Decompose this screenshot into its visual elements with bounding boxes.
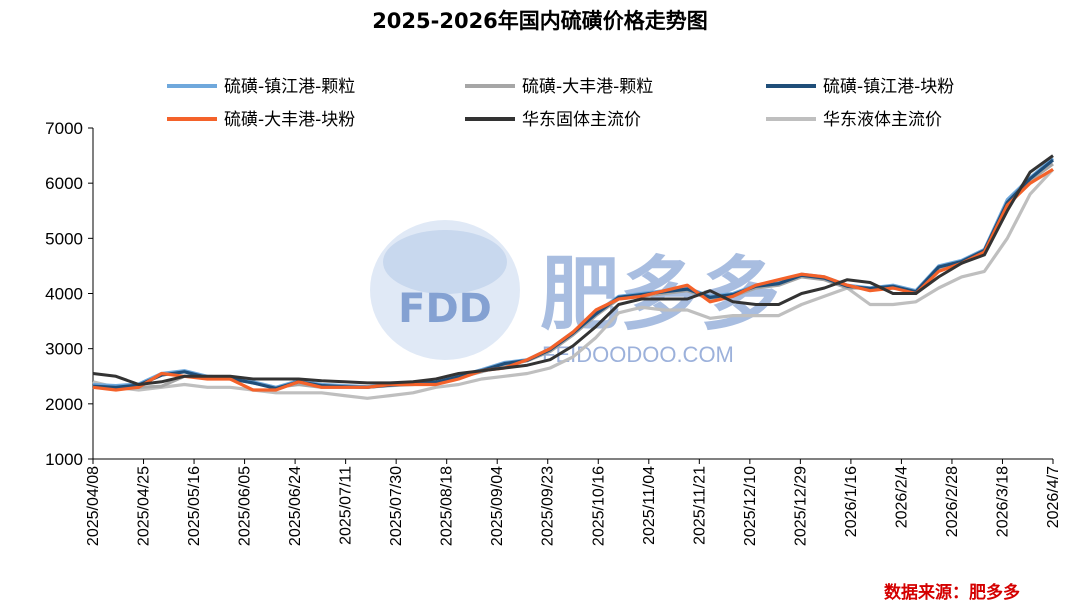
y-tick-label: 3000 [45, 340, 83, 359]
x-tick-label: 2025/07/30 [388, 466, 405, 546]
y-tick-label: 4000 [45, 285, 83, 304]
x-tick-label: 2026/3/18 [994, 466, 1011, 537]
watermark-logo-shine-icon [383, 230, 507, 294]
legend-label: 硫磺-镇江港-块粉 [823, 77, 954, 97]
series-line-3 [92, 168, 1054, 392]
y-tick-label: 2000 [45, 395, 83, 414]
x-tick-label: 2025/11/04 [641, 466, 658, 545]
y-tick-label: 1000 [45, 450, 83, 469]
legend-label: 硫磺-大丰港-块粉 [224, 110, 355, 130]
series-line-4 [92, 154, 1054, 386]
y-tick-label: 5000 [45, 229, 83, 248]
x-tick-label: 2025/09/23 [540, 466, 557, 546]
x-tick-label: 2026/4/7 [1045, 466, 1062, 528]
x-tick-label: 2025/09/04 [489, 466, 506, 546]
legend-label: 华东固体主流价 [522, 110, 641, 130]
x-tick-label: 2025/12/10 [742, 466, 759, 546]
watermark-logo-text: FDD [398, 286, 492, 332]
x-tick-label: 2025/06/05 [237, 466, 254, 546]
legend-label: 硫磺-镇江港-颗粒 [224, 77, 355, 97]
legend-label: 硫磺-大丰港-颗粒 [522, 77, 653, 97]
x-tick-label: 2026/2/4 [893, 466, 910, 528]
x-tick-label: 2025/08/18 [439, 466, 456, 546]
x-tick-label: 2026/2/28 [944, 466, 961, 537]
plot-area [92, 154, 1055, 400]
x-tick-label: 2025/11/21 [691, 466, 708, 545]
x-tick-label: 2025/06/24 [287, 466, 304, 546]
source-label: 数据来源：肥多多 [884, 582, 1020, 603]
x-tick-label: 2025/05/16 [186, 466, 203, 546]
x-tick-label: 2025/04/25 [136, 466, 153, 546]
y-tick-label: 7000 [45, 119, 83, 138]
y-tick-label: 6000 [45, 174, 83, 193]
chart-title: 2025-2026年国内硫磺价格走势图 [372, 9, 708, 33]
y-ticks: 1000 2000 3000 4000 5000 6000 7000 [45, 119, 93, 469]
legend-label: 华东液体主流价 [823, 110, 942, 130]
x-ticks: 2025/04/08 2025/04/25 2025/05/16 2025/06/05… [85, 459, 1062, 546]
x-tick-label: 2025/07/11 [338, 466, 355, 545]
x-tick-label: 2025/04/08 [85, 466, 102, 546]
x-tick-label: 2026/1/16 [843, 466, 860, 537]
x-tick-label: 2025/10/16 [590, 466, 607, 546]
x-tick-label: 2025/12/29 [792, 466, 809, 546]
